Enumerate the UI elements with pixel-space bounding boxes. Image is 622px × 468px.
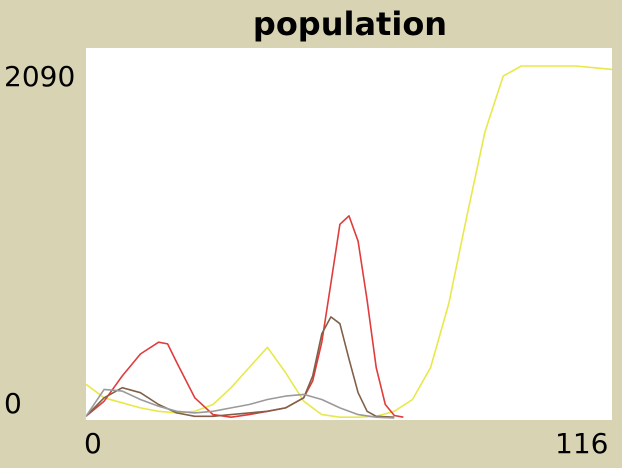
x-tick-max: 116 — [555, 427, 609, 460]
series-line-0 — [86, 65, 612, 419]
plot-area — [86, 48, 612, 420]
chart-title: population — [252, 5, 448, 43]
series-line-2 — [86, 316, 395, 418]
line-chart — [86, 65, 612, 419]
series-line-3 — [86, 388, 395, 419]
y-tick-max: 2090 — [4, 60, 76, 93]
x-tick-min: 0 — [84, 427, 102, 460]
y-tick-min: 0 — [4, 387, 22, 420]
